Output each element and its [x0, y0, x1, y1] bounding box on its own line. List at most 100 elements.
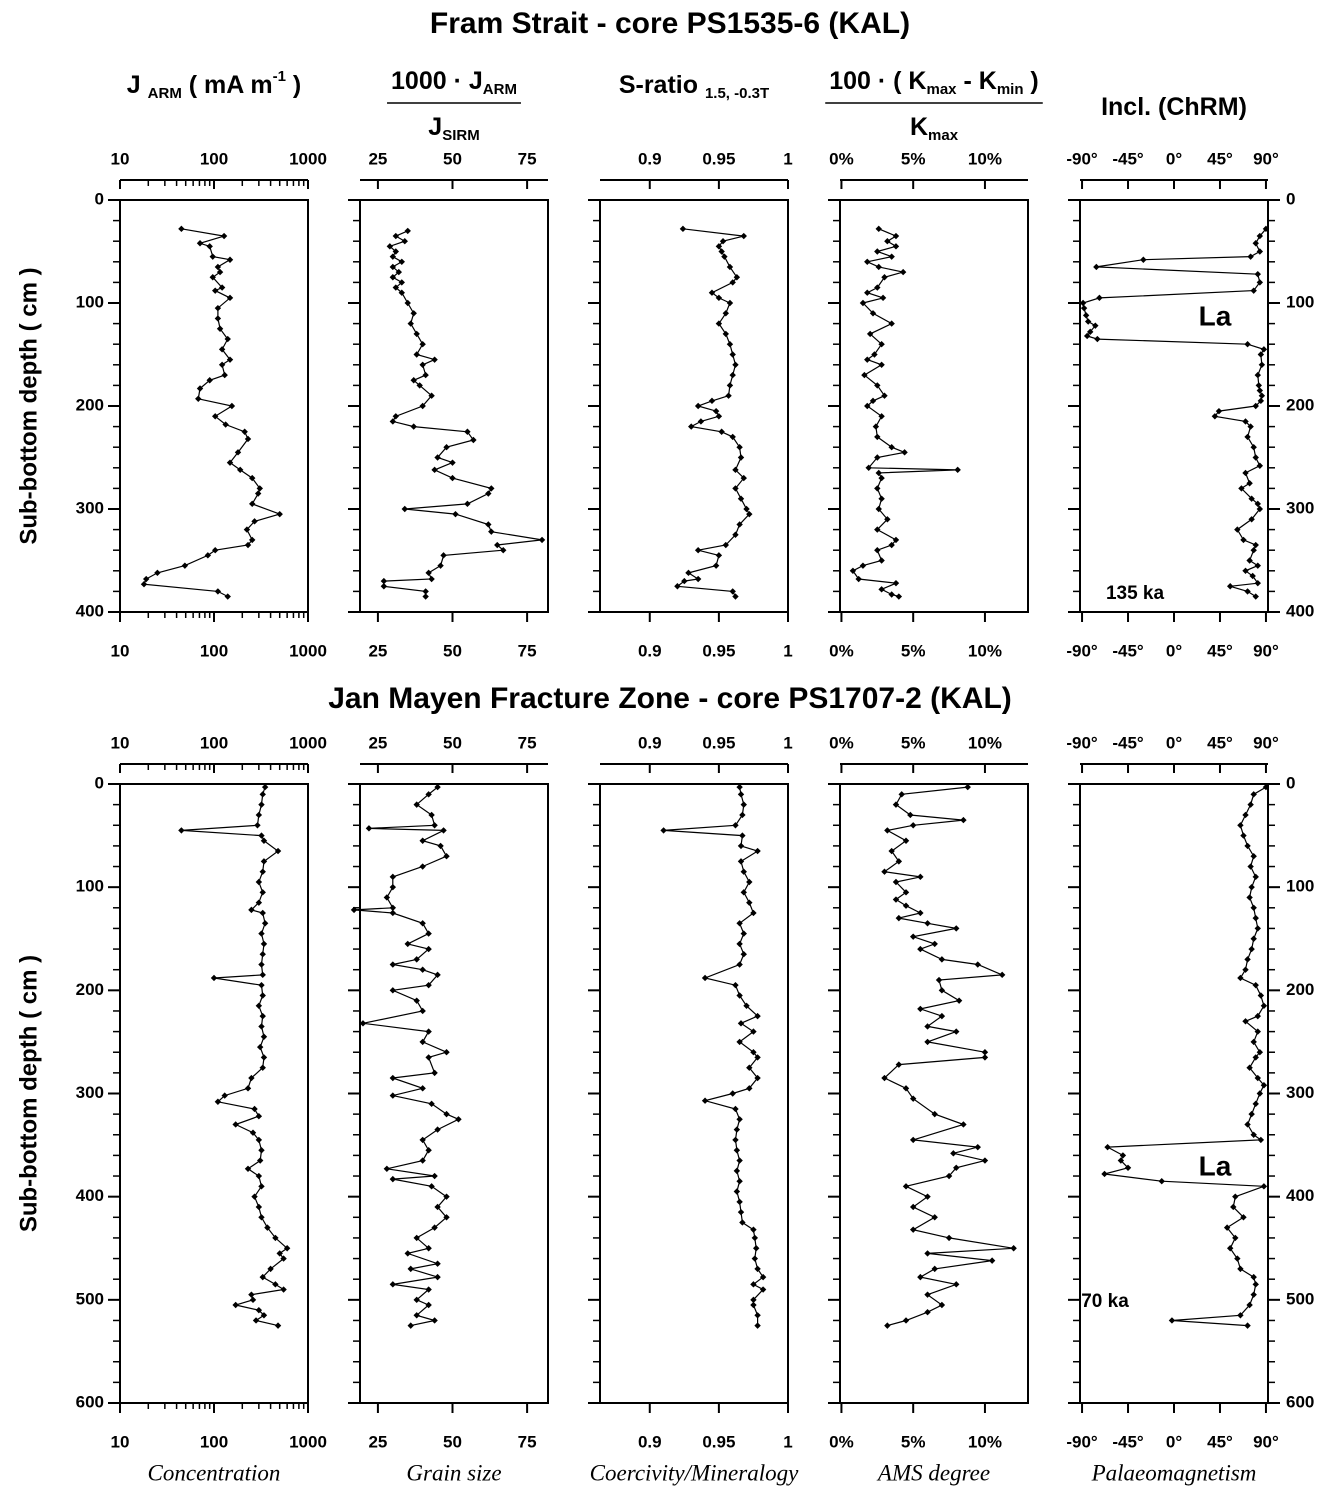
data-point	[859, 562, 867, 569]
data-point	[881, 868, 888, 875]
x-tick-label-top: 0%	[829, 733, 854, 752]
data-point	[259, 1012, 266, 1020]
data-point	[725, 392, 732, 399]
data-point	[419, 361, 426, 368]
data-point	[389, 1092, 397, 1099]
data-point	[419, 341, 426, 348]
data-point	[875, 469, 882, 477]
data-point	[365, 825, 373, 832]
data-point	[726, 341, 734, 348]
data-point	[1252, 240, 1259, 247]
data-point	[736, 940, 743, 948]
data-point	[1256, 505, 1264, 513]
data-point	[740, 801, 747, 808]
data-point	[1234, 1255, 1241, 1262]
data-point	[178, 827, 185, 834]
data-point	[759, 1273, 767, 1281]
x-tick-label-bottom: 10	[111, 641, 130, 660]
data-point	[907, 811, 914, 819]
data-point	[1087, 328, 1094, 336]
data-point	[1250, 791, 1257, 798]
data-point	[1262, 783, 1270, 791]
data-point	[258, 930, 265, 937]
data-point	[1254, 371, 1261, 379]
x-tick-label-top: 0.9	[638, 149, 662, 168]
data-point	[697, 418, 705, 425]
data-point	[729, 588, 736, 595]
x-tick-label-bottom: 0°	[1166, 1432, 1182, 1451]
data-point	[737, 495, 745, 502]
data-point	[196, 240, 204, 247]
data-point	[428, 575, 435, 583]
data-point	[1158, 1177, 1165, 1185]
data-point	[214, 263, 222, 271]
data-point	[212, 287, 219, 294]
data-point	[1252, 541, 1259, 549]
data-point	[729, 279, 736, 286]
data-point	[881, 1074, 888, 1082]
data-point	[251, 1193, 258, 1200]
data-point	[909, 1136, 917, 1144]
data-point	[218, 361, 226, 368]
data-point	[431, 822, 438, 829]
data-point	[1246, 1064, 1253, 1071]
data-point	[750, 909, 757, 917]
x-tick-label-bottom: 0%	[829, 641, 854, 660]
data-point	[261, 920, 269, 927]
data-point	[754, 1265, 761, 1273]
header-subscript: min	[997, 81, 1024, 98]
data-point	[892, 878, 900, 886]
y-tick-label: 0	[95, 189, 104, 208]
x-tick-label-bottom: 0.9	[638, 641, 662, 660]
data-point	[244, 1085, 252, 1092]
data-point	[981, 1049, 989, 1056]
column-header: 1000 · JARM	[391, 67, 517, 98]
data-point	[404, 1250, 411, 1257]
x-tick-label-bottom: 10	[111, 1432, 130, 1451]
data-point	[902, 889, 910, 896]
data-point	[924, 1291, 931, 1298]
x-tick-label-top: 10	[111, 149, 130, 168]
data-point	[209, 253, 216, 260]
data-point	[218, 346, 226, 353]
data-point	[739, 1219, 746, 1226]
data-point	[425, 1028, 432, 1035]
data-point	[1256, 279, 1264, 286]
data-point	[443, 1214, 450, 1221]
data-point	[726, 382, 734, 389]
data-point	[884, 238, 891, 245]
y-tick-label-right: 600	[1286, 1392, 1314, 1411]
x-tick-label-bottom: 45°	[1207, 641, 1233, 660]
data-point	[1247, 253, 1254, 260]
data-point	[1250, 1291, 1257, 1298]
data-point	[902, 837, 910, 844]
y-tick-label-right: 100	[1286, 292, 1314, 311]
data-point	[902, 1183, 910, 1190]
data-point	[715, 552, 723, 559]
data-point	[888, 320, 895, 327]
header-text: J	[428, 113, 442, 141]
data-point	[733, 1188, 741, 1195]
data-point	[945, 1234, 953, 1242]
x-tick-label-top: 1000	[289, 149, 327, 168]
data-point	[413, 1296, 420, 1304]
y-tick-label: 100	[76, 877, 104, 896]
data-point	[938, 956, 946, 963]
data-point	[737, 454, 745, 461]
data-point	[1079, 299, 1087, 307]
data-point	[729, 1090, 736, 1097]
data-point	[1255, 382, 1263, 389]
data-point	[746, 899, 753, 906]
data-point	[380, 583, 388, 590]
data-point	[1080, 304, 1088, 312]
data-point	[401, 505, 408, 513]
data-point	[1232, 1193, 1239, 1200]
x-tick-label-bottom: -45°	[1112, 641, 1144, 660]
data-point	[1250, 444, 1257, 451]
data-point	[232, 1301, 239, 1309]
data-point	[888, 444, 895, 451]
column-footer: Grain size	[406, 1460, 501, 1485]
column-footer: AMS degree	[876, 1460, 990, 1485]
plot-frame	[359, 199, 549, 613]
data-point	[1246, 894, 1253, 901]
